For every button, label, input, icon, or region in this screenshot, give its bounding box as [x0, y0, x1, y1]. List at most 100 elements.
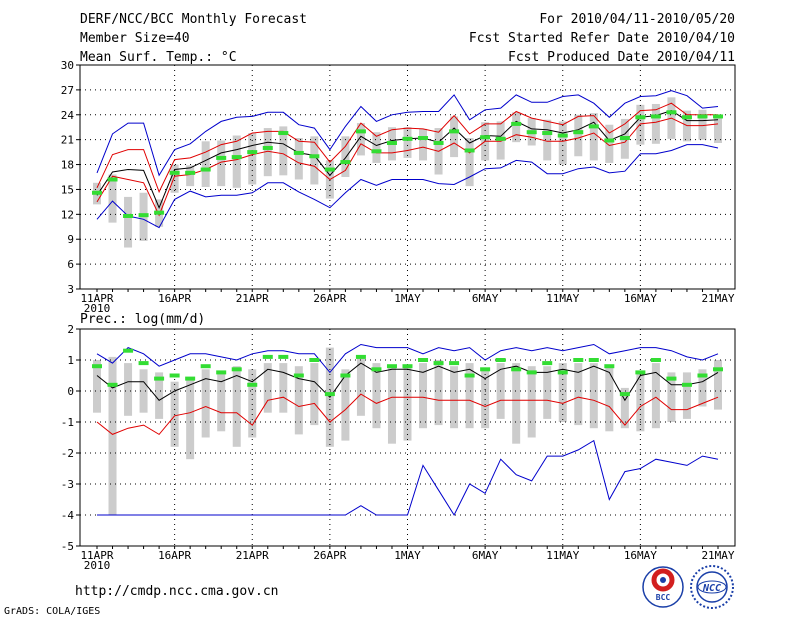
x-tick-label: 11MAY: [546, 292, 579, 305]
x-tick-label: 1MAY: [394, 549, 421, 562]
observed-marker: [262, 145, 273, 150]
observed-marker: [526, 370, 537, 375]
member-range-box: [139, 369, 148, 413]
observed-marker: [573, 130, 584, 135]
observed-marker: [635, 115, 646, 120]
variable-label: Mean Surf. Temp.: °C: [80, 50, 237, 65]
member-range-box: [232, 366, 241, 447]
member-size: Member Size=40: [80, 31, 190, 46]
member-range-box: [403, 366, 412, 441]
observed-marker: [169, 170, 180, 175]
x-tick-label: 16APR: [158, 292, 191, 305]
y-tick-label: 1: [67, 354, 74, 367]
precip-variable-label: Prec.: log(mm/d): [80, 312, 205, 327]
member-range-box: [512, 363, 521, 444]
member-range-box: [356, 356, 365, 416]
member-range-box: [186, 378, 195, 460]
x-tick-label: 16MAY: [624, 549, 657, 562]
observed-marker: [92, 364, 102, 369]
observed-marker: [480, 135, 491, 140]
member-range-box: [450, 366, 459, 429]
x-tick-label: 11APR: [80, 292, 113, 305]
member-range-box: [419, 128, 428, 161]
observed-marker: [262, 354, 273, 359]
observed-marker: [231, 155, 242, 160]
x-tick-year: 2010: [84, 302, 111, 315]
member-range-box: [279, 363, 288, 413]
observed-marker: [216, 370, 227, 375]
observed-marker: [449, 361, 460, 366]
observed-marker: [697, 114, 708, 119]
source-url[interactable]: http://cmdp.ncc.cma.gov.cn: [75, 584, 279, 599]
observed-marker: [247, 382, 258, 387]
observed-marker: [278, 131, 289, 136]
member-range-box: [574, 114, 583, 157]
member-range-box: [636, 372, 645, 432]
observed-marker: [557, 370, 568, 375]
observed-marker: [418, 136, 429, 141]
observed-marker: [480, 367, 491, 372]
x-tick-label: 16APR: [158, 549, 191, 562]
observed-marker: [588, 124, 599, 129]
observed-marker: [231, 367, 242, 372]
observed-marker: [200, 167, 211, 172]
member-range-box: [419, 363, 428, 429]
y-tick-label: 18: [61, 159, 74, 172]
member-range-box: [620, 387, 629, 429]
observed-marker: [340, 373, 351, 378]
member-range-box: [372, 132, 381, 163]
member-range-box: [372, 363, 381, 429]
member-range-box: [341, 369, 350, 441]
observed-marker: [247, 150, 258, 155]
x-tick-label: 6MAY: [472, 549, 499, 562]
observed-marker: [418, 358, 429, 362]
series-upper-envelope: [96, 90, 719, 177]
observed-marker: [402, 364, 413, 369]
y-tick-label: 0: [67, 385, 74, 398]
member-range-box: [294, 366, 303, 435]
observed-marker: [200, 364, 211, 369]
observed-marker: [650, 114, 661, 119]
series-ensemble-mean: [96, 362, 719, 402]
observed-marker: [293, 150, 304, 155]
observed-marker: [309, 154, 320, 159]
y-tick-label: 30: [61, 59, 74, 72]
observed-marker: [169, 373, 180, 378]
observed-marker: [138, 213, 149, 218]
observed-marker: [293, 373, 304, 378]
member-range-box: [465, 363, 474, 429]
member-range-box: [512, 112, 521, 143]
member-range-box: [434, 360, 443, 426]
figure-title: DERF/NCC/BCC Monthly Forecast: [80, 12, 307, 27]
member-range-box: [186, 165, 195, 187]
observed-marker: [433, 140, 444, 145]
observed-marker: [402, 136, 413, 141]
member-range-box: [682, 372, 691, 419]
observed-marker: [309, 358, 320, 362]
observed-marker: [185, 376, 196, 381]
observed-marker: [92, 190, 102, 195]
y-tick-label: 9: [67, 233, 74, 246]
y-tick-label: 3: [67, 283, 74, 296]
x-tick-label: 21APR: [236, 292, 269, 305]
member-range-box: [636, 104, 645, 145]
observed-marker: [355, 354, 366, 359]
member-range-box: [387, 366, 396, 444]
y-tick-label: -1: [61, 416, 74, 429]
series-lower-spread: [96, 117, 719, 217]
x-tick-label: 26APR: [313, 549, 346, 562]
series-upper-envelope: [96, 343, 719, 374]
y-tick-label: 27: [61, 84, 74, 97]
x-tick-label: 21MAY: [701, 549, 734, 562]
observed-marker: [697, 373, 708, 378]
y-tick-label: -5: [61, 540, 74, 553]
ncc-logo-text: NCC: [702, 583, 721, 594]
observed-marker: [185, 170, 196, 175]
observed-marker: [278, 354, 289, 359]
observed-marker: [511, 367, 522, 372]
ncc-logo: NCC: [690, 565, 734, 609]
y-tick-label: 2: [67, 323, 74, 336]
